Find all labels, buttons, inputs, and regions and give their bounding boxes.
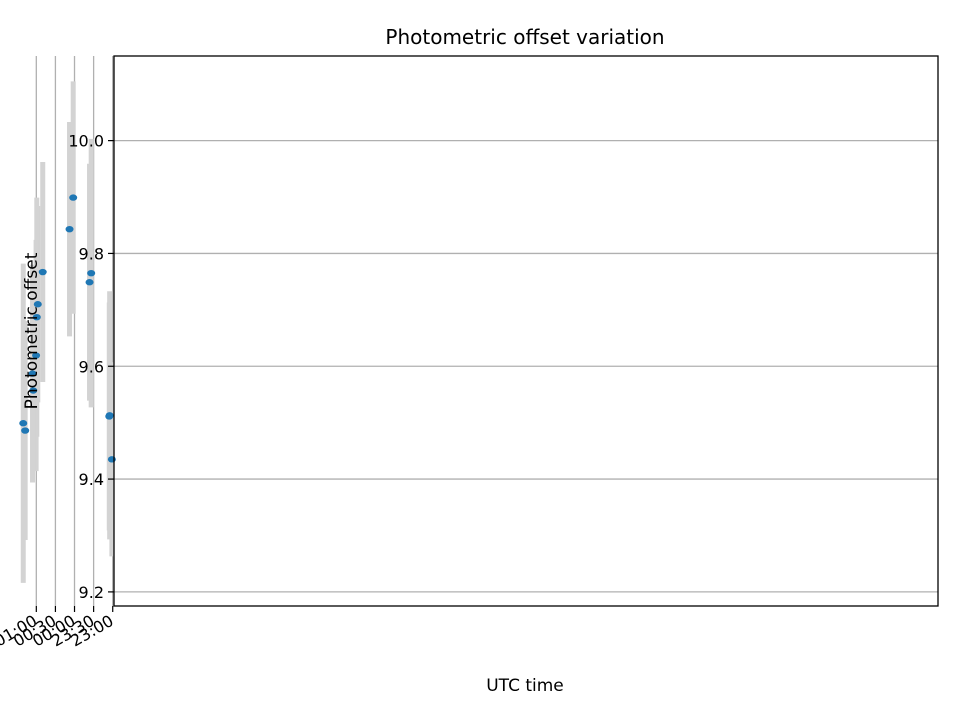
y-tick-label: 9.2 — [79, 583, 104, 602]
data-point — [33, 301, 42, 308]
data-point — [69, 194, 78, 201]
data-point — [21, 427, 30, 434]
data-point — [105, 413, 114, 420]
y-tick-label: 10.0 — [68, 132, 104, 151]
x-axis-title: UTC time — [486, 676, 564, 696]
data-point — [38, 268, 47, 276]
y-tick-label: 9.6 — [79, 357, 104, 376]
chart-title: Photometric offset variation — [385, 25, 664, 49]
data-point — [65, 225, 74, 233]
axis-ticks — [35, 140, 114, 612]
data-point — [29, 387, 38, 394]
data-point — [32, 352, 41, 359]
grid-lines — [35, 56, 938, 606]
y-axis-title: Photometric offset — [22, 252, 42, 409]
plot-frame — [113, 55, 939, 607]
y-tick-label: 9.4 — [79, 470, 104, 489]
data-points — [19, 194, 116, 463]
y-tick-label: 9.8 — [79, 244, 104, 263]
data-point — [87, 269, 96, 277]
data-point — [85, 279, 94, 286]
y-tick-labels: 9.2 9.4 9.6 9.8 10.0 — [68, 132, 104, 602]
data-point — [107, 456, 116, 463]
data-point — [28, 370, 37, 377]
data-point — [32, 313, 41, 321]
data-point — [19, 420, 28, 427]
